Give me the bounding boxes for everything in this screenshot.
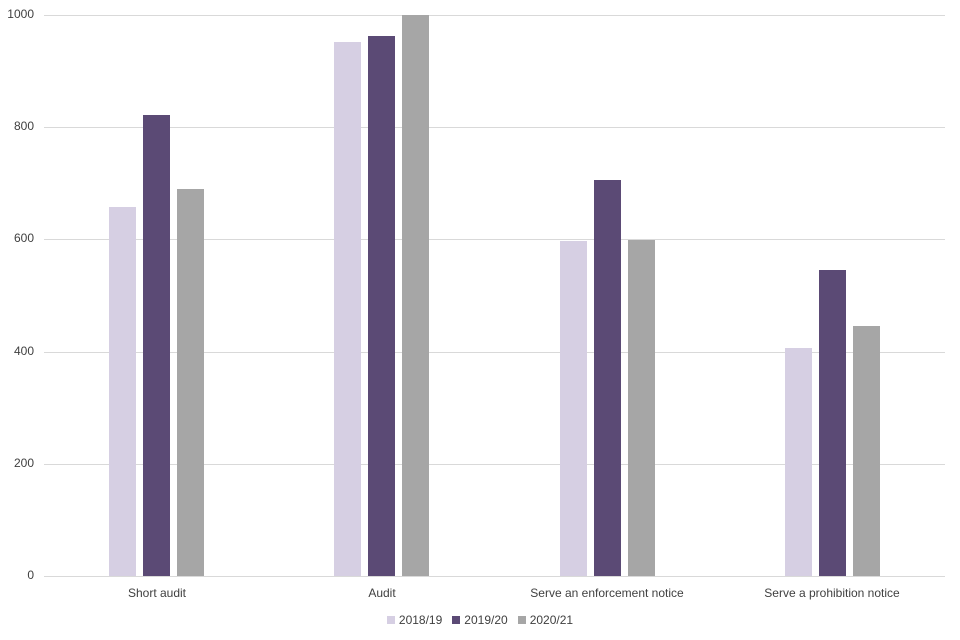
bar <box>560 241 587 576</box>
y-tick-label: 200 <box>13 456 34 470</box>
legend-label: 2018/19 <box>398 613 443 627</box>
gridline <box>44 239 945 240</box>
bar <box>853 326 880 576</box>
x-tick-label: Audit <box>368 586 396 600</box>
bar <box>628 240 655 576</box>
bar <box>177 189 204 576</box>
legend-label: 2019/20 <box>464 613 508 627</box>
legend-item: 2020/21 <box>517 613 574 627</box>
legend-label: 2020/21 <box>529 613 574 627</box>
legend-item: 2018/19 <box>386 613 443 627</box>
bar <box>109 207 136 576</box>
gridline <box>44 576 945 577</box>
x-tick-label: Serve an enforcement notice <box>530 586 684 600</box>
y-tick-label: 600 <box>13 231 34 245</box>
bar <box>785 348 812 576</box>
bar <box>819 270 846 576</box>
gridline <box>44 352 945 353</box>
legend: 2018/19 2019/20 2020/21 <box>0 613 960 627</box>
y-tick-label: 800 <box>13 119 34 133</box>
gridline <box>44 464 945 465</box>
y-tick-label: 0 <box>27 568 34 582</box>
gridline <box>44 15 945 16</box>
legend-swatch-icon <box>452 616 461 624</box>
gridline <box>44 127 945 128</box>
y-tick-label: 400 <box>13 344 34 358</box>
x-tick-label: Serve a prohibition notice <box>764 586 900 600</box>
legend-swatch-icon <box>517 616 526 624</box>
x-tick-label: Short audit <box>127 586 187 600</box>
bar <box>368 36 395 576</box>
bar <box>143 115 170 576</box>
legend-item: 2019/20 <box>452 613 508 627</box>
y-tick-label: 1000 <box>7 7 34 21</box>
legend-swatch-icon <box>386 616 395 624</box>
bar <box>334 42 361 576</box>
bar <box>402 15 429 576</box>
bar <box>594 180 621 576</box>
